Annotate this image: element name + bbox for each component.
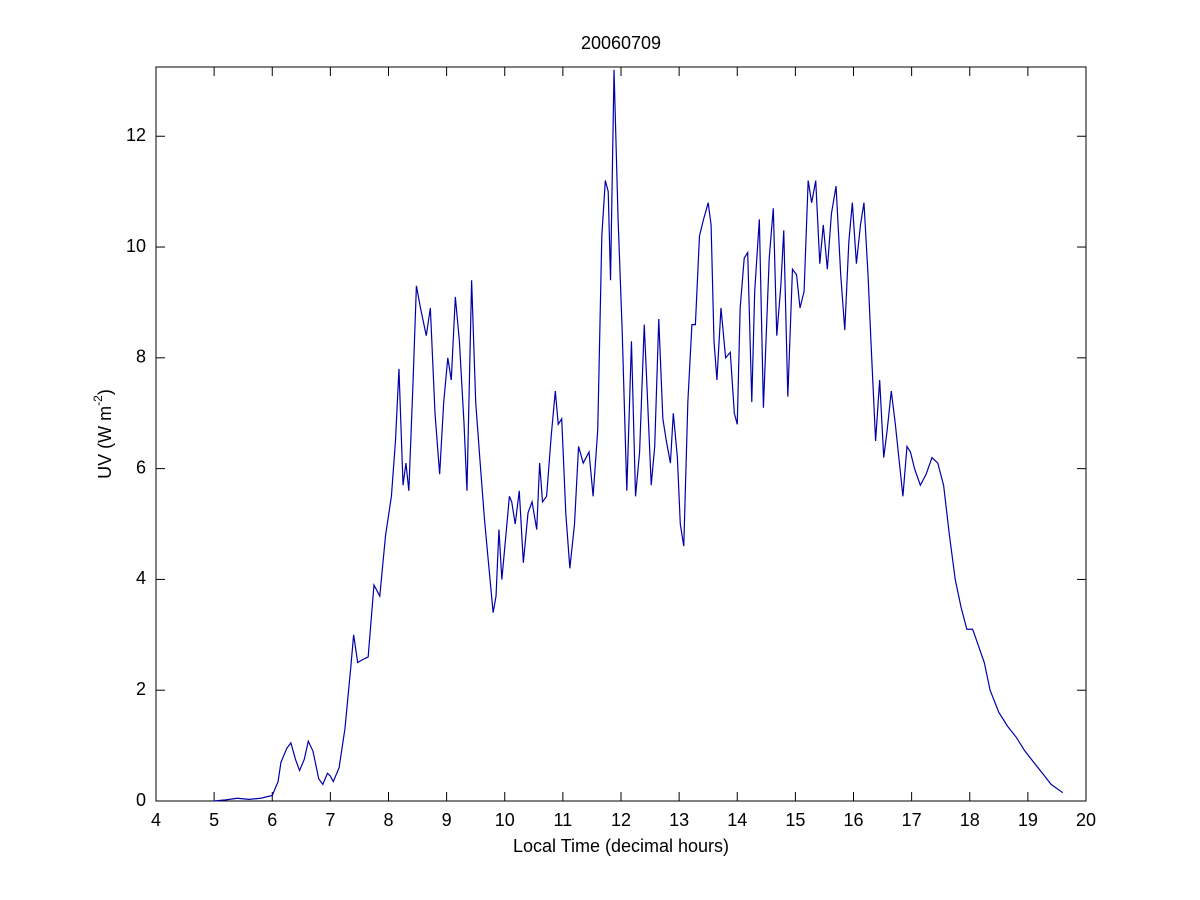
y-axis-label: UV (W m-2) [91,389,115,479]
x-tick-label: 19 [1018,810,1038,830]
y-label-part: UV (W m [95,406,115,479]
x-tick-label: 15 [785,810,805,830]
x-tick-label: 7 [325,810,335,830]
x-tick-label: 13 [669,810,689,830]
x-tick-label: 9 [442,810,452,830]
y-tick-label: 6 [136,457,146,477]
y-tick-label: 8 [136,347,146,367]
y-tick-label: 10 [126,236,146,256]
x-tick-label: 12 [611,810,631,830]
x-axis-label: Local Time (decimal hours) [513,836,729,856]
x-tick-label: 5 [209,810,219,830]
x-tick-label: 6 [267,810,277,830]
x-tick-label: 10 [495,810,515,830]
x-tick-label: 16 [843,810,863,830]
x-tick-label: 18 [960,810,980,830]
x-tick-label: 8 [383,810,393,830]
y-tick-label: 2 [136,679,146,699]
x-tick-label: 17 [902,810,922,830]
y-label-part: ) [95,389,115,395]
y-tick-label: 12 [126,125,146,145]
y-tick-label: 0 [136,790,146,810]
x-tick-label: 14 [727,810,747,830]
x-tick-label: 11 [554,810,573,830]
x-tick-label: 20 [1076,810,1096,830]
y-tick-label: 4 [136,568,146,588]
data-line [214,69,1064,802]
y-label-sup: -2 [91,395,105,406]
plot-area [155,66,1087,802]
x-tick-label: 4 [151,810,161,830]
chart-title: 20060709 [581,33,661,53]
